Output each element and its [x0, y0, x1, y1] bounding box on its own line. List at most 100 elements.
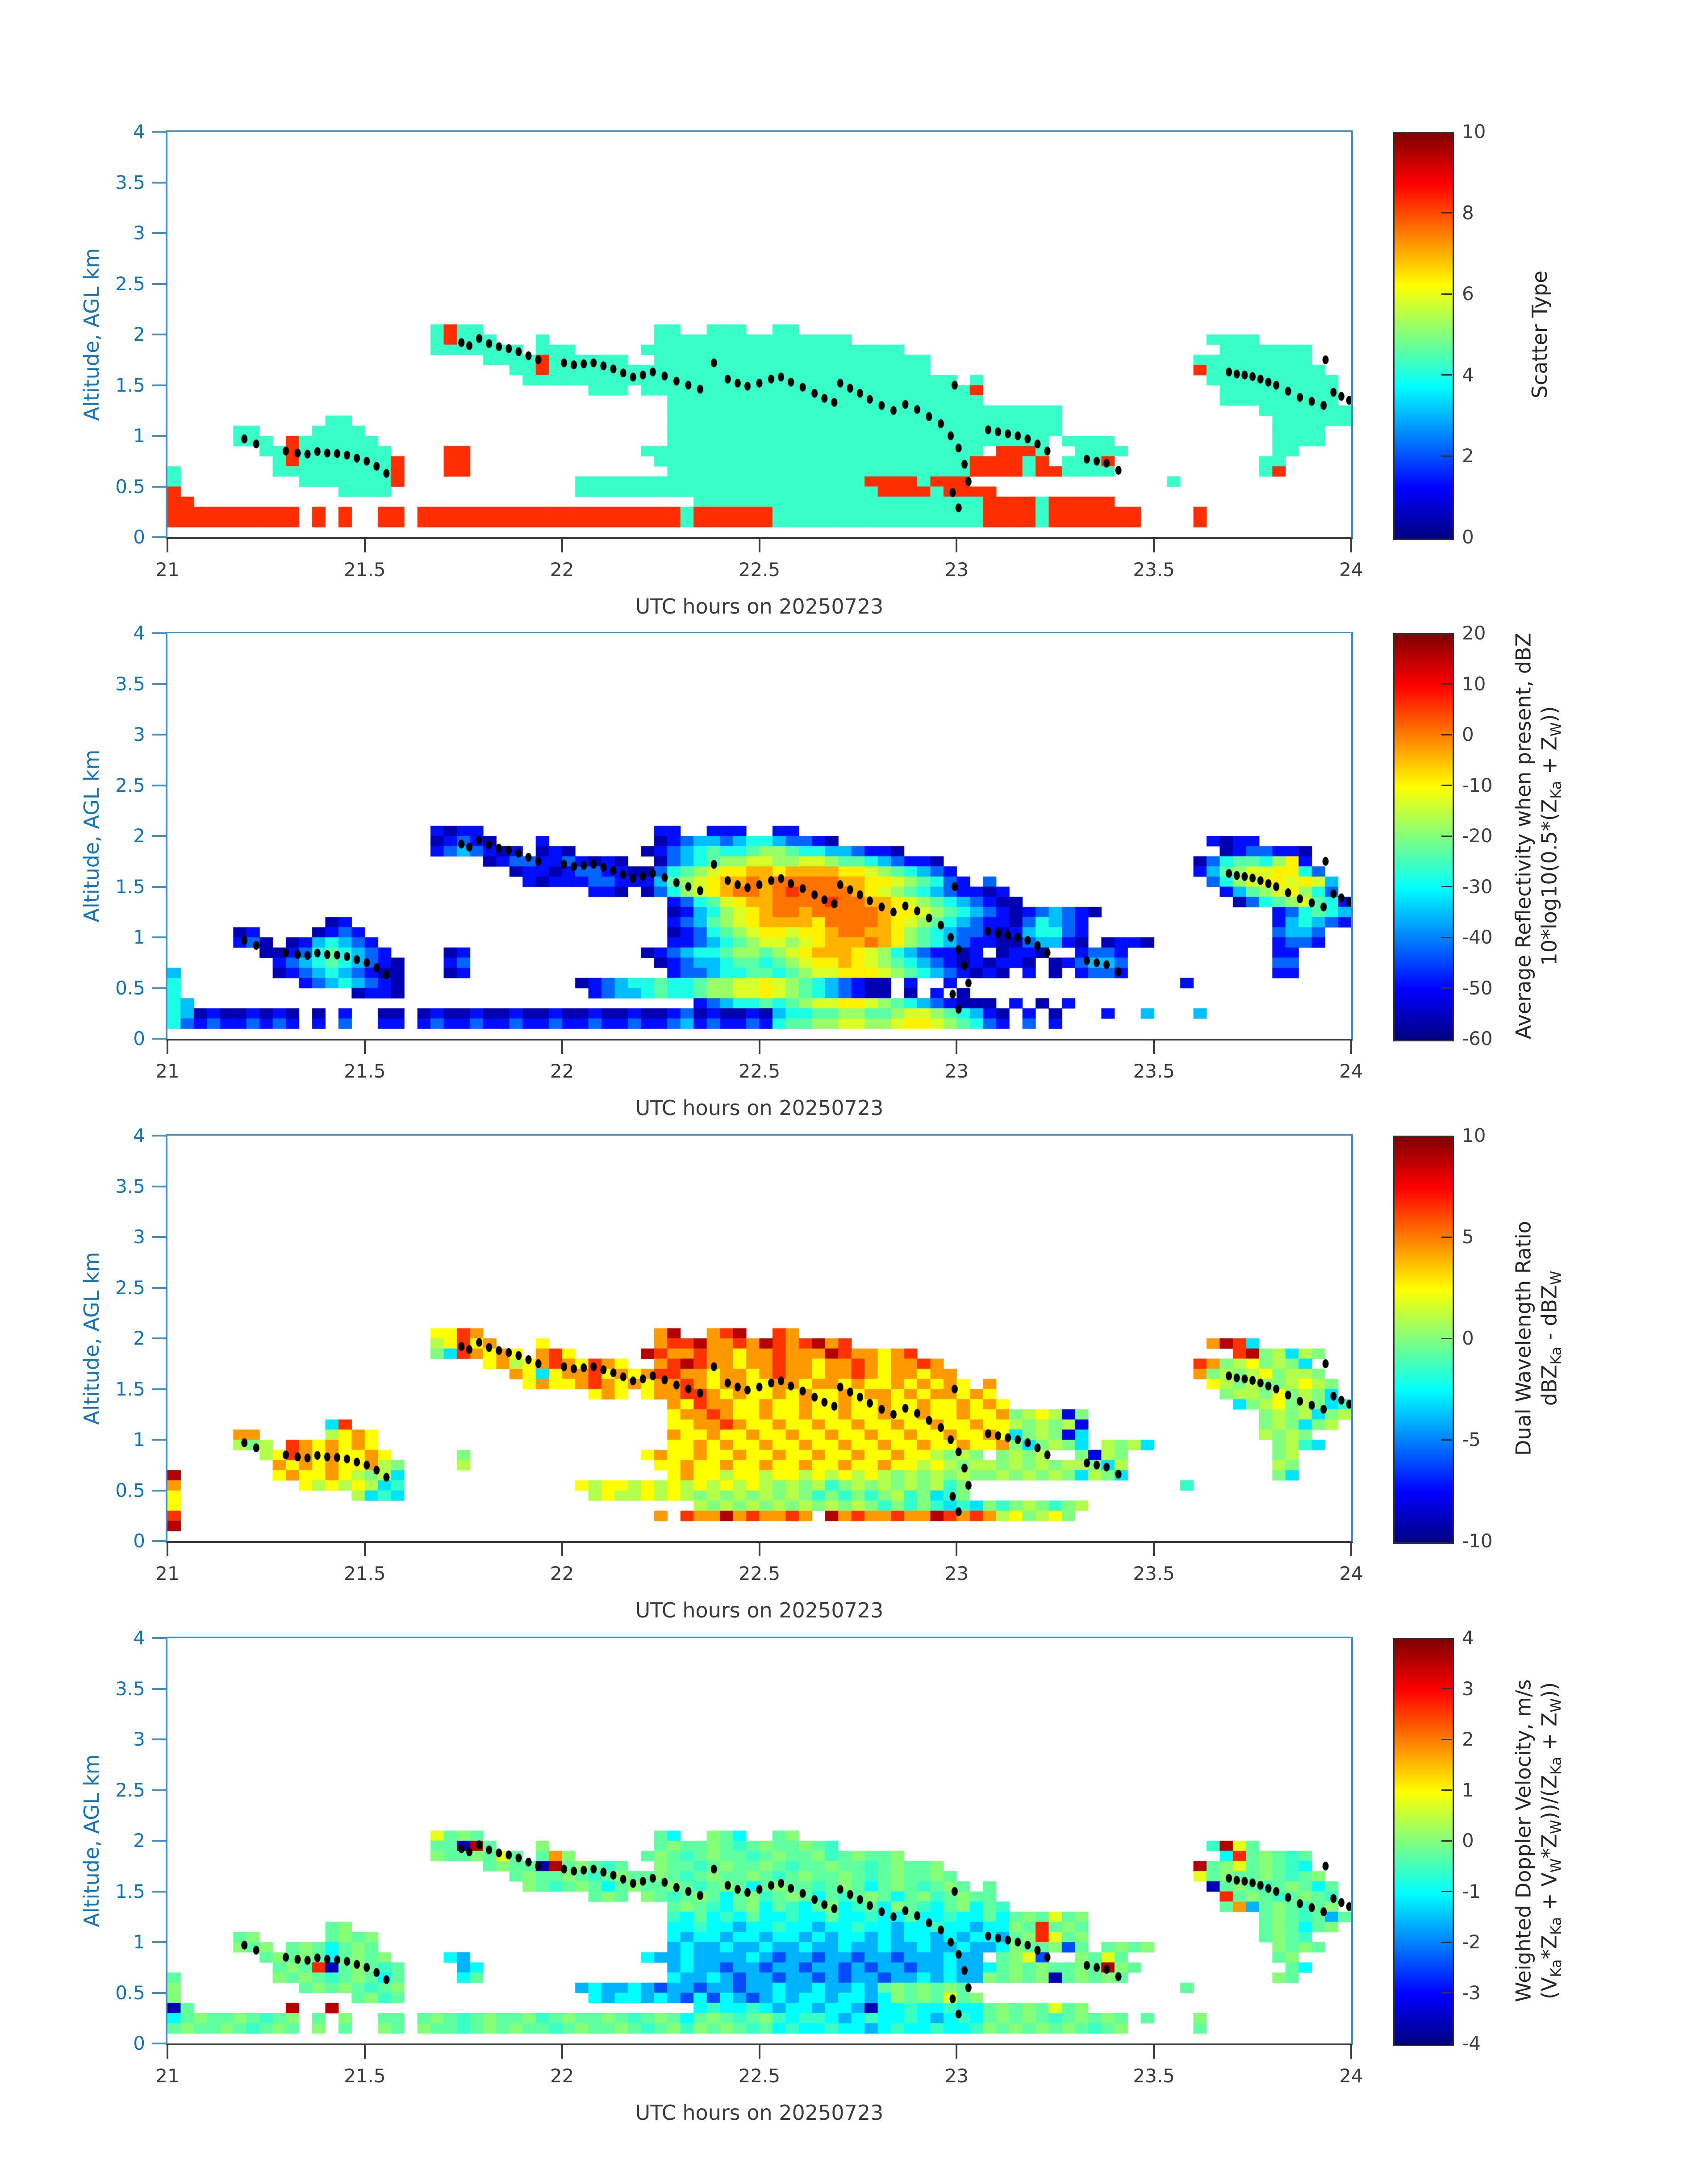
x-tick-label: 23: [944, 1563, 969, 1584]
heatmap-canvas: [167, 1638, 1351, 2043]
subscript-text: Ka: [1547, 1346, 1565, 1365]
x-tick-mark: [561, 1040, 563, 1054]
colorbar-tick-label: -20: [1462, 825, 1493, 847]
label-text: + Z: [1537, 1712, 1562, 1757]
x-tick-mark: [1153, 1040, 1155, 1054]
x-tick-label: 22: [550, 2065, 574, 2087]
colorbar-tick-mark: [1441, 293, 1452, 295]
colorbar-label-line: Dual Wavelength Ratio: [1510, 1221, 1536, 1456]
colorbar-tick-label: 4: [1462, 364, 1474, 386]
label-text: Average Reflectivity when present, dBZ: [1511, 632, 1536, 1040]
colorbar-tick-label: 0: [1462, 723, 1474, 745]
colorbar-tick-label: 10: [1462, 121, 1486, 142]
y-tick-label: 0.5: [115, 1981, 145, 2004]
colorbar-tick-label: 4: [1462, 1627, 1474, 1649]
colorbar-tick-mark: [1441, 455, 1452, 457]
y-tick-label: 2.5: [115, 1779, 145, 1801]
panel-dual-wavelength-ratio: 0 0.5 1 1.5 2 2.5 3 3.5 4 21 21.5 22 22.5 23 23.5 24 A…: [0, 0, 1708, 1623]
x-axis-label: UTC hours on 20250723: [635, 594, 884, 618]
x-tick-label: 21.5: [344, 1060, 386, 1082]
colorbar-tick-label: 3: [1462, 1677, 1474, 1700]
colorbar-label-line: dBZKa - dBZW: [1536, 1221, 1569, 1456]
colorbar-tick-label: 1: [1462, 1779, 1474, 1801]
x-tick-label: 22: [550, 559, 574, 581]
colorbar-tick-mark: [1441, 785, 1452, 786]
y-tick-label: 0: [133, 526, 145, 548]
x-axis-label: UTC hours on 20250723: [635, 1096, 884, 1120]
y-tick-mark: [152, 1337, 166, 1339]
x-tick-mark: [363, 539, 366, 552]
x-tick-label: 24: [1339, 1563, 1363, 1584]
y-tick-mark: [152, 734, 166, 735]
y-tick-mark: [152, 784, 166, 786]
y-tick-mark: [152, 1890, 166, 1893]
colorbar-tick-mark: [1441, 212, 1452, 214]
x-tick-label: 24: [1339, 559, 1363, 581]
y-tick-label: 3.5: [115, 1175, 145, 1197]
subscript-text: W: [1547, 1270, 1565, 1285]
colorbar-tick-mark: [1441, 1789, 1452, 1791]
y-tick-mark: [152, 181, 166, 184]
y-tick-mark: [152, 835, 166, 837]
colorbar-tick-mark: [1441, 1941, 1452, 1943]
y-tick-label: 1: [133, 425, 145, 447]
colorbar-canvas: [1393, 1638, 1454, 2046]
y-tick-mark: [152, 1941, 166, 1943]
x-tick-mark: [363, 1040, 366, 1054]
x-tick-mark: [758, 539, 760, 552]
colorbar-tick-mark: [1441, 1891, 1452, 1892]
label-text: Weighted Doppler Velocity, m/s: [1511, 1679, 1536, 2002]
panel-average-reflectivity: 0 0.5 1 1.5 2 2.5 3 3.5 4 21 21.5 22 22.5 23 23.5 24 A…: [0, 0, 1708, 1120]
colorbar-tick-label: 2: [1462, 445, 1474, 467]
colorbar-tick-label: 8: [1462, 201, 1474, 224]
y-tick-mark: [152, 1540, 166, 1542]
x-tick-mark: [1153, 2045, 1155, 2059]
x-tick-label: 22: [550, 1060, 574, 1082]
y-tick-mark: [152, 1992, 166, 1994]
panel-scatter-type: 0 0.5 1 1.5 2 2.5 3 3.5 4 21 21.5 22 22.5 23 23.5 24 A…: [0, 0, 1708, 619]
y-tick-label: 4: [133, 1124, 145, 1146]
label-text: dBZ: [1537, 1364, 1562, 1406]
x-tick-mark: [1350, 539, 1352, 552]
y-tick-mark: [152, 683, 166, 685]
colorbar-label-line: Weighted Doppler Velocity, m/s: [1510, 1680, 1536, 2002]
y-tick-mark: [152, 1439, 166, 1441]
label-text: ))/(Z: [1537, 1775, 1562, 1820]
colorbar-tick-label: 5: [1462, 1226, 1474, 1248]
x-tick-label: 23.5: [1133, 559, 1175, 581]
y-tick-mark: [152, 283, 166, 285]
y-tick-label: 2: [133, 825, 145, 847]
x-tick-mark: [758, 1040, 760, 1054]
subscript-text: W: [1547, 1820, 1565, 1834]
x-tick-mark: [167, 539, 168, 552]
x-tick-mark: [167, 1040, 168, 1054]
colorbar-tick-mark: [1441, 1688, 1452, 1689]
colorbar-tick-label: -2: [1462, 1931, 1481, 1953]
y-tick-mark: [152, 384, 166, 386]
x-tick-label: 23: [944, 1060, 969, 1082]
colorbar-tick-label: -1: [1462, 1880, 1481, 1902]
y-tick-mark: [152, 131, 166, 133]
y-tick-label: 4: [133, 121, 145, 142]
y-tick-label: 3: [133, 222, 145, 244]
y-tick-label: 1: [133, 926, 145, 948]
label-text: Dual Wavelength Ratio: [1511, 1221, 1536, 1456]
colorbar-tick-label: -10: [1462, 774, 1493, 796]
x-tick-mark: [956, 539, 958, 552]
y-tick-label: 1: [133, 1429, 145, 1450]
y-tick-mark: [152, 1738, 166, 1740]
y-tick-mark: [152, 1135, 166, 1137]
y-tick-label: 0: [133, 2032, 145, 2054]
colorbar-tick-mark: [1441, 374, 1452, 376]
x-tick-label: 21.5: [344, 559, 386, 581]
x-tick-mark: [1350, 1543, 1352, 1556]
colorbar-canvas: [1393, 1136, 1454, 1544]
y-tick-mark: [152, 1489, 166, 1492]
y-tick-mark: [152, 886, 166, 888]
x-axis-label: UTC hours on 20250723: [635, 2101, 884, 2125]
label-text: + Z: [1537, 736, 1562, 781]
y-tick-mark: [152, 1287, 166, 1289]
y-tick-label: 0.5: [115, 1479, 145, 1501]
y-tick-mark: [152, 632, 166, 634]
